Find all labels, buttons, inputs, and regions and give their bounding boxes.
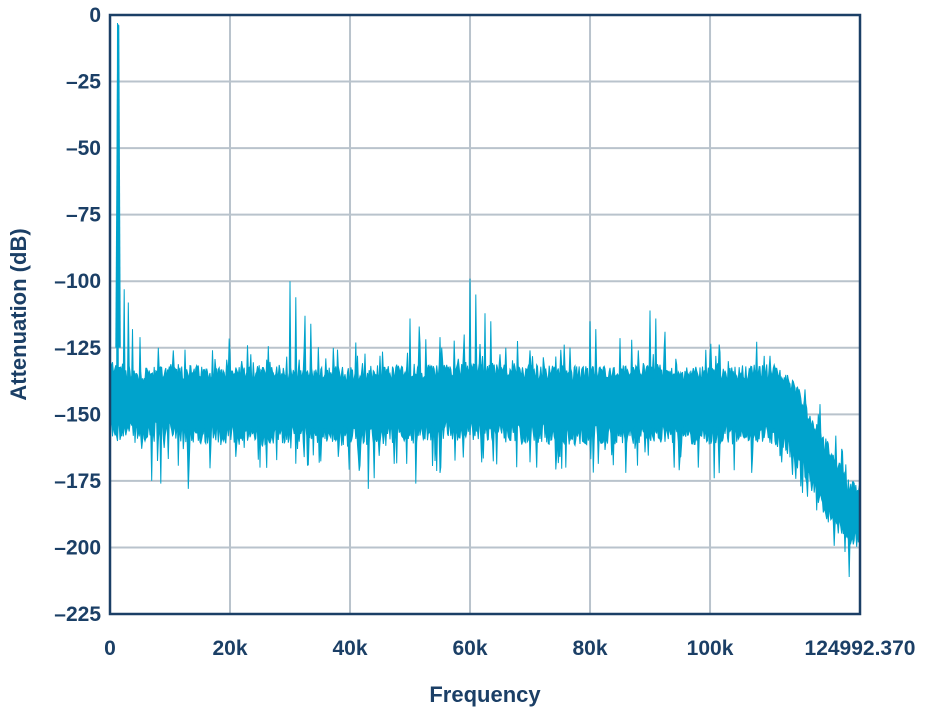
y-tick-label: 0 xyxy=(89,4,101,27)
carrier-peak xyxy=(115,22,121,348)
x-tick-label: 100k xyxy=(687,637,734,660)
x-tick-label: 0 xyxy=(104,637,116,660)
x-tick-label: 20k xyxy=(212,637,247,660)
x-tick-label: 60k xyxy=(452,637,487,660)
y-tick-label: –75 xyxy=(66,204,101,227)
x-tick-label: 40k xyxy=(332,637,367,660)
plot-frame xyxy=(108,13,862,616)
x-axis-title: Frequency xyxy=(429,682,541,707)
y-tick-label: –100 xyxy=(54,270,101,293)
y-axis-title: Attenuation (dB) xyxy=(6,228,31,400)
y-tick-label: –225 xyxy=(54,603,101,626)
y-axis-ticks: 0 –25 –50 –75 –100 –125 –150 –175 –200 –225 xyxy=(54,4,101,626)
y-tick-label: –150 xyxy=(54,403,101,426)
spectrum-band xyxy=(109,22,861,578)
y-tick-label: –175 xyxy=(54,470,101,493)
x-axis-ticks: 0 20k 40k 60k 80k 100k 124992.370 xyxy=(104,637,915,660)
y-tick-label: –200 xyxy=(54,536,101,559)
spectrum-series xyxy=(109,22,861,578)
y-tick-label: –25 xyxy=(66,71,101,94)
x-tick-label: 124992.370 xyxy=(805,637,916,660)
y-tick-label: –50 xyxy=(66,137,101,160)
y-tick-label: –125 xyxy=(54,337,101,360)
x-tick-label: 80k xyxy=(573,637,608,660)
